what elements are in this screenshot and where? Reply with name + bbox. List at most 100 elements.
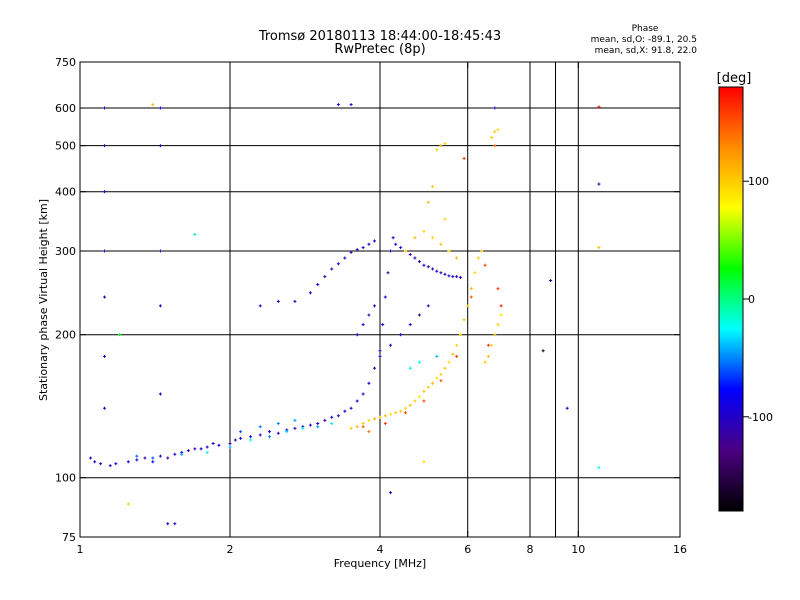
data-point bbox=[211, 442, 215, 446]
data-point bbox=[455, 256, 459, 260]
data-point bbox=[158, 392, 162, 396]
data-point bbox=[483, 360, 487, 364]
data-point bbox=[193, 233, 197, 237]
data-point bbox=[549, 279, 553, 283]
data-point bbox=[114, 462, 118, 466]
data-point bbox=[316, 422, 320, 426]
data-point bbox=[439, 271, 443, 275]
x-tick-labels: 1 2 4 6 8 10 16 bbox=[77, 543, 688, 556]
data-point bbox=[439, 144, 443, 148]
data-point bbox=[239, 430, 243, 434]
y-tick-labels: 75 100 200 300 400 500 600 750 bbox=[55, 56, 76, 544]
data-point bbox=[103, 295, 107, 299]
data-point bbox=[499, 313, 503, 317]
data-point bbox=[499, 304, 503, 308]
data-point bbox=[349, 103, 353, 107]
data-point bbox=[158, 249, 162, 253]
data-point bbox=[180, 452, 184, 456]
data-point bbox=[103, 354, 107, 358]
x-tick-label: 4 bbox=[377, 543, 384, 556]
data-point bbox=[439, 379, 443, 383]
phase-colorbar bbox=[718, 86, 744, 512]
x-axis-label: Frequency [MHz] bbox=[334, 557, 426, 570]
y-tick-label: 500 bbox=[55, 140, 76, 153]
data-point bbox=[267, 430, 271, 434]
data-point bbox=[373, 366, 377, 370]
data-point bbox=[443, 366, 447, 370]
data-point bbox=[267, 435, 271, 439]
data-point bbox=[483, 263, 487, 267]
data-point bbox=[355, 333, 359, 337]
data-point bbox=[103, 106, 107, 110]
data-point bbox=[426, 265, 430, 269]
data-point bbox=[126, 460, 130, 464]
data-point bbox=[276, 431, 280, 435]
data-point bbox=[443, 217, 447, 221]
data-point bbox=[301, 426, 305, 430]
data-point bbox=[205, 445, 209, 449]
x-tick-label: 8 bbox=[527, 543, 534, 556]
data-point bbox=[249, 435, 253, 439]
data-point bbox=[431, 381, 435, 385]
data-point bbox=[422, 399, 426, 403]
data-point bbox=[93, 460, 97, 464]
data-point bbox=[285, 430, 289, 434]
colorbar-tick-label: 0 bbox=[748, 293, 755, 306]
data-point bbox=[458, 275, 462, 279]
y-tick-label: 400 bbox=[55, 186, 76, 199]
data-point bbox=[597, 182, 601, 186]
data-point bbox=[383, 414, 387, 418]
data-point bbox=[394, 411, 398, 415]
data-point bbox=[323, 418, 327, 422]
data-point bbox=[443, 142, 447, 146]
data-point bbox=[381, 323, 385, 327]
data-point bbox=[473, 271, 477, 275]
data-point bbox=[228, 445, 232, 449]
data-point bbox=[103, 406, 107, 410]
data-point bbox=[166, 522, 170, 526]
y-tick-label: 300 bbox=[55, 245, 76, 258]
data-point bbox=[258, 425, 262, 429]
data-point bbox=[490, 136, 494, 140]
data-point bbox=[349, 406, 353, 410]
data-point bbox=[399, 246, 403, 250]
data-point bbox=[293, 426, 297, 430]
data-point bbox=[336, 414, 340, 418]
data-point bbox=[373, 304, 377, 308]
data-point bbox=[378, 354, 382, 358]
data-point bbox=[330, 267, 334, 271]
data-point bbox=[443, 272, 447, 276]
data-point bbox=[447, 360, 451, 364]
data-point bbox=[361, 425, 365, 429]
data-point bbox=[361, 392, 365, 396]
data-point bbox=[258, 304, 262, 308]
colorbar-ticks: 100 0 -100 bbox=[743, 175, 773, 424]
data-point bbox=[343, 409, 347, 413]
data-point bbox=[493, 144, 497, 148]
data-point bbox=[455, 343, 459, 347]
data-point bbox=[435, 376, 439, 380]
data-point bbox=[343, 256, 347, 260]
data-point bbox=[403, 406, 407, 410]
data-point bbox=[386, 271, 390, 275]
data-point bbox=[403, 411, 407, 415]
data-point bbox=[469, 295, 473, 299]
data-point bbox=[323, 275, 327, 279]
data-point bbox=[186, 449, 190, 453]
data-point bbox=[103, 144, 107, 148]
data-point bbox=[330, 415, 334, 419]
data-point bbox=[426, 385, 430, 389]
data-point bbox=[422, 263, 426, 267]
data-point bbox=[486, 354, 490, 358]
data-point bbox=[493, 130, 497, 134]
data-point bbox=[408, 252, 412, 256]
data-point bbox=[349, 250, 353, 254]
data-point bbox=[383, 295, 387, 299]
data-point bbox=[435, 354, 439, 358]
data-point bbox=[151, 460, 155, 464]
colorbar-tick-label: -100 bbox=[748, 411, 773, 424]
data-point bbox=[258, 433, 262, 437]
x-tick-label: 2 bbox=[227, 543, 234, 556]
data-point bbox=[389, 412, 393, 416]
